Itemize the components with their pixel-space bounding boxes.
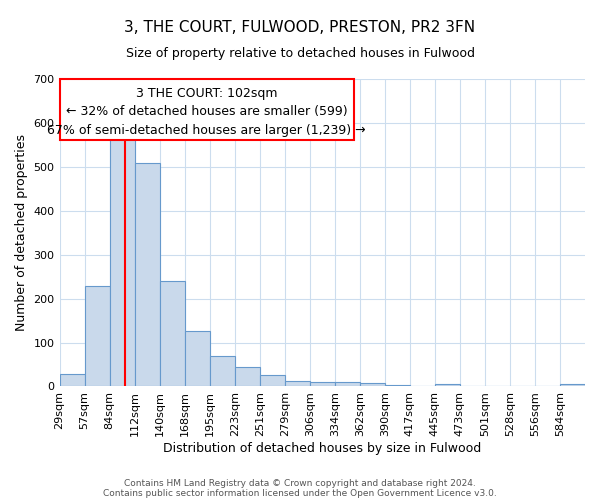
Bar: [134, 163, 160, 386]
Bar: [285, 380, 310, 386]
Bar: [435, 384, 460, 386]
Text: Contains HM Land Registry data © Crown copyright and database right 2024.: Contains HM Land Registry data © Crown c…: [124, 478, 476, 488]
Bar: [560, 384, 585, 386]
X-axis label: Distribution of detached houses by size in Fulwood: Distribution of detached houses by size …: [163, 442, 481, 455]
FancyBboxPatch shape: [59, 79, 354, 140]
Bar: [310, 382, 335, 386]
Text: ← 32% of detached houses are smaller (599): ← 32% of detached houses are smaller (59…: [66, 105, 347, 118]
Bar: [209, 356, 235, 386]
Bar: [360, 383, 385, 386]
Y-axis label: Number of detached properties: Number of detached properties: [15, 134, 28, 331]
Bar: [59, 374, 85, 386]
Text: 67% of semi-detached houses are larger (1,239) →: 67% of semi-detached houses are larger (…: [47, 124, 366, 136]
Text: Size of property relative to detached houses in Fulwood: Size of property relative to detached ho…: [125, 48, 475, 60]
Bar: [85, 286, 110, 386]
Bar: [160, 280, 185, 386]
Bar: [235, 367, 260, 386]
Text: Contains public sector information licensed under the Open Government Licence v3: Contains public sector information licen…: [103, 488, 497, 498]
Bar: [185, 331, 209, 386]
Bar: [335, 382, 360, 386]
Text: 3, THE COURT, FULWOOD, PRESTON, PR2 3FN: 3, THE COURT, FULWOOD, PRESTON, PR2 3FN: [124, 20, 476, 35]
Bar: [260, 374, 285, 386]
Text: 3 THE COURT: 102sqm: 3 THE COURT: 102sqm: [136, 86, 277, 100]
Bar: [385, 384, 410, 386]
Bar: [110, 138, 134, 386]
